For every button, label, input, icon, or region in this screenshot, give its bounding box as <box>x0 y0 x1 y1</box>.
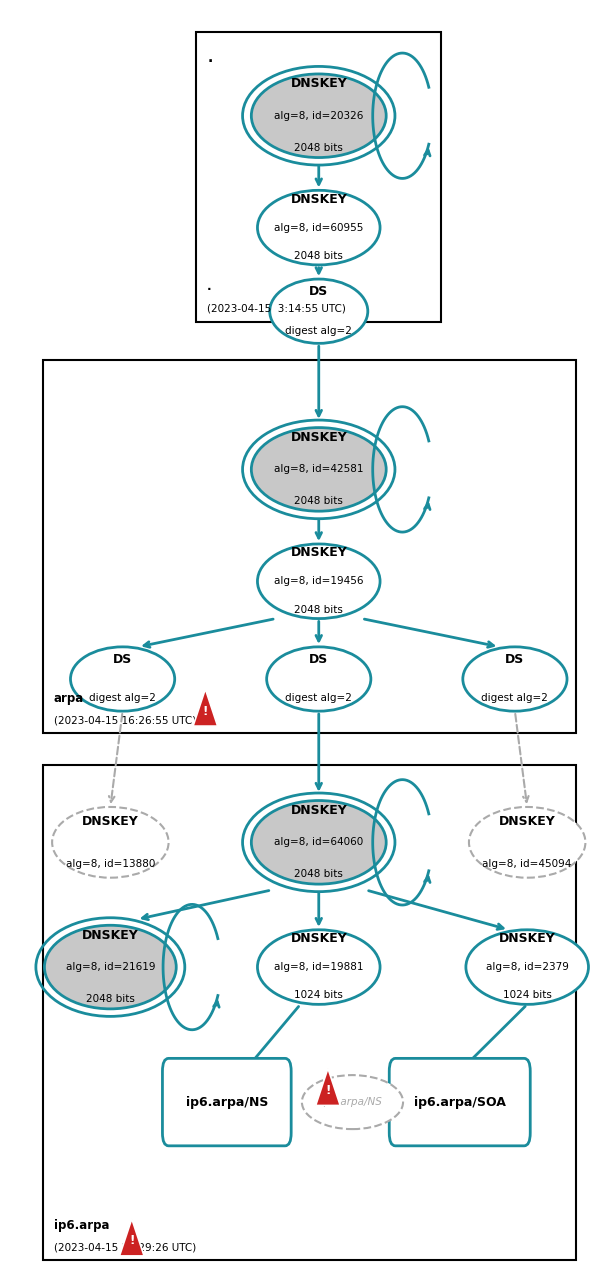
Text: DNSKEY: DNSKEY <box>499 814 555 828</box>
Text: DNSKEY: DNSKEY <box>291 77 347 90</box>
Text: 2048 bits: 2048 bits <box>294 869 343 880</box>
Ellipse shape <box>469 808 585 878</box>
Text: alg=8, id=60955: alg=8, id=60955 <box>274 222 364 233</box>
Ellipse shape <box>257 544 380 619</box>
Text: 1024 bits: 1024 bits <box>294 990 343 1001</box>
Text: ip6.arpa/NS: ip6.arpa/NS <box>322 1097 383 1107</box>
FancyBboxPatch shape <box>162 1058 291 1146</box>
Ellipse shape <box>70 647 175 711</box>
Text: alg=8, id=20326: alg=8, id=20326 <box>274 111 364 121</box>
Text: DNSKEY: DNSKEY <box>291 547 347 559</box>
Text: DNSKEY: DNSKEY <box>82 928 139 941</box>
Text: 2048 bits: 2048 bits <box>294 251 343 261</box>
Text: 1024 bits: 1024 bits <box>503 990 552 1001</box>
Ellipse shape <box>52 808 169 878</box>
Polygon shape <box>193 689 218 727</box>
Text: alg=8, id=42581: alg=8, id=42581 <box>274 464 364 475</box>
Text: DS: DS <box>113 653 132 666</box>
Text: ip6.arpa: ip6.arpa <box>54 1219 110 1232</box>
Ellipse shape <box>251 73 386 158</box>
Text: DS: DS <box>309 653 329 666</box>
Text: alg=8, id=19456: alg=8, id=19456 <box>274 576 364 586</box>
Text: (2023-04-15 16:26:55 UTC): (2023-04-15 16:26:55 UTC) <box>54 715 196 725</box>
Text: arpa: arpa <box>54 692 84 705</box>
FancyBboxPatch shape <box>43 765 576 1260</box>
Text: alg=8, id=64060: alg=8, id=64060 <box>274 837 364 847</box>
Text: digest alg=2: digest alg=2 <box>481 693 549 703</box>
Text: 2048 bits: 2048 bits <box>86 994 135 1004</box>
Text: digest alg=2: digest alg=2 <box>89 693 156 703</box>
Text: DNSKEY: DNSKEY <box>291 431 347 444</box>
Text: DNSKEY: DNSKEY <box>82 814 139 828</box>
FancyBboxPatch shape <box>43 360 576 733</box>
Ellipse shape <box>463 647 567 711</box>
Ellipse shape <box>302 1075 403 1129</box>
Text: DNSKEY: DNSKEY <box>291 804 347 817</box>
Ellipse shape <box>44 926 177 1008</box>
Text: DS: DS <box>309 285 329 298</box>
Text: !: ! <box>129 1235 134 1247</box>
Text: !: ! <box>326 1084 330 1097</box>
Text: alg=8, id=2379: alg=8, id=2379 <box>485 962 569 972</box>
Text: alg=8, id=45094: alg=8, id=45094 <box>482 859 572 868</box>
Text: DNSKEY: DNSKEY <box>499 932 555 945</box>
Text: DS: DS <box>505 653 525 666</box>
Text: ip6.arpa/SOA: ip6.arpa/SOA <box>414 1096 506 1109</box>
Text: alg=8, id=21619: alg=8, id=21619 <box>66 962 155 972</box>
Text: !: ! <box>203 705 208 718</box>
FancyBboxPatch shape <box>196 32 441 322</box>
Text: (2023-04-15  3:14:55 UTC): (2023-04-15 3:14:55 UTC) <box>207 303 346 314</box>
Text: alg=8, id=13880: alg=8, id=13880 <box>66 859 155 868</box>
Ellipse shape <box>257 190 380 265</box>
Text: .: . <box>207 51 213 66</box>
Ellipse shape <box>251 427 386 511</box>
Text: .: . <box>207 280 212 293</box>
Text: digest alg=2: digest alg=2 <box>285 325 352 336</box>
Ellipse shape <box>270 279 368 343</box>
Ellipse shape <box>251 800 386 885</box>
Ellipse shape <box>466 930 588 1004</box>
Text: (2023-04-15 17:29:26 UTC): (2023-04-15 17:29:26 UTC) <box>54 1242 196 1253</box>
FancyBboxPatch shape <box>389 1058 530 1146</box>
Text: alg=8, id=19881: alg=8, id=19881 <box>274 962 364 972</box>
Text: DNSKEY: DNSKEY <box>291 932 347 945</box>
Text: 2048 bits: 2048 bits <box>294 604 343 615</box>
Polygon shape <box>120 1219 144 1256</box>
Text: ip6.arpa/NS: ip6.arpa/NS <box>186 1096 268 1109</box>
Polygon shape <box>316 1069 340 1106</box>
Ellipse shape <box>257 930 380 1004</box>
Text: digest alg=2: digest alg=2 <box>285 693 352 703</box>
Ellipse shape <box>267 647 371 711</box>
Text: 2048 bits: 2048 bits <box>294 143 343 153</box>
Text: DNSKEY: DNSKEY <box>291 193 347 206</box>
Text: 2048 bits: 2048 bits <box>294 496 343 507</box>
